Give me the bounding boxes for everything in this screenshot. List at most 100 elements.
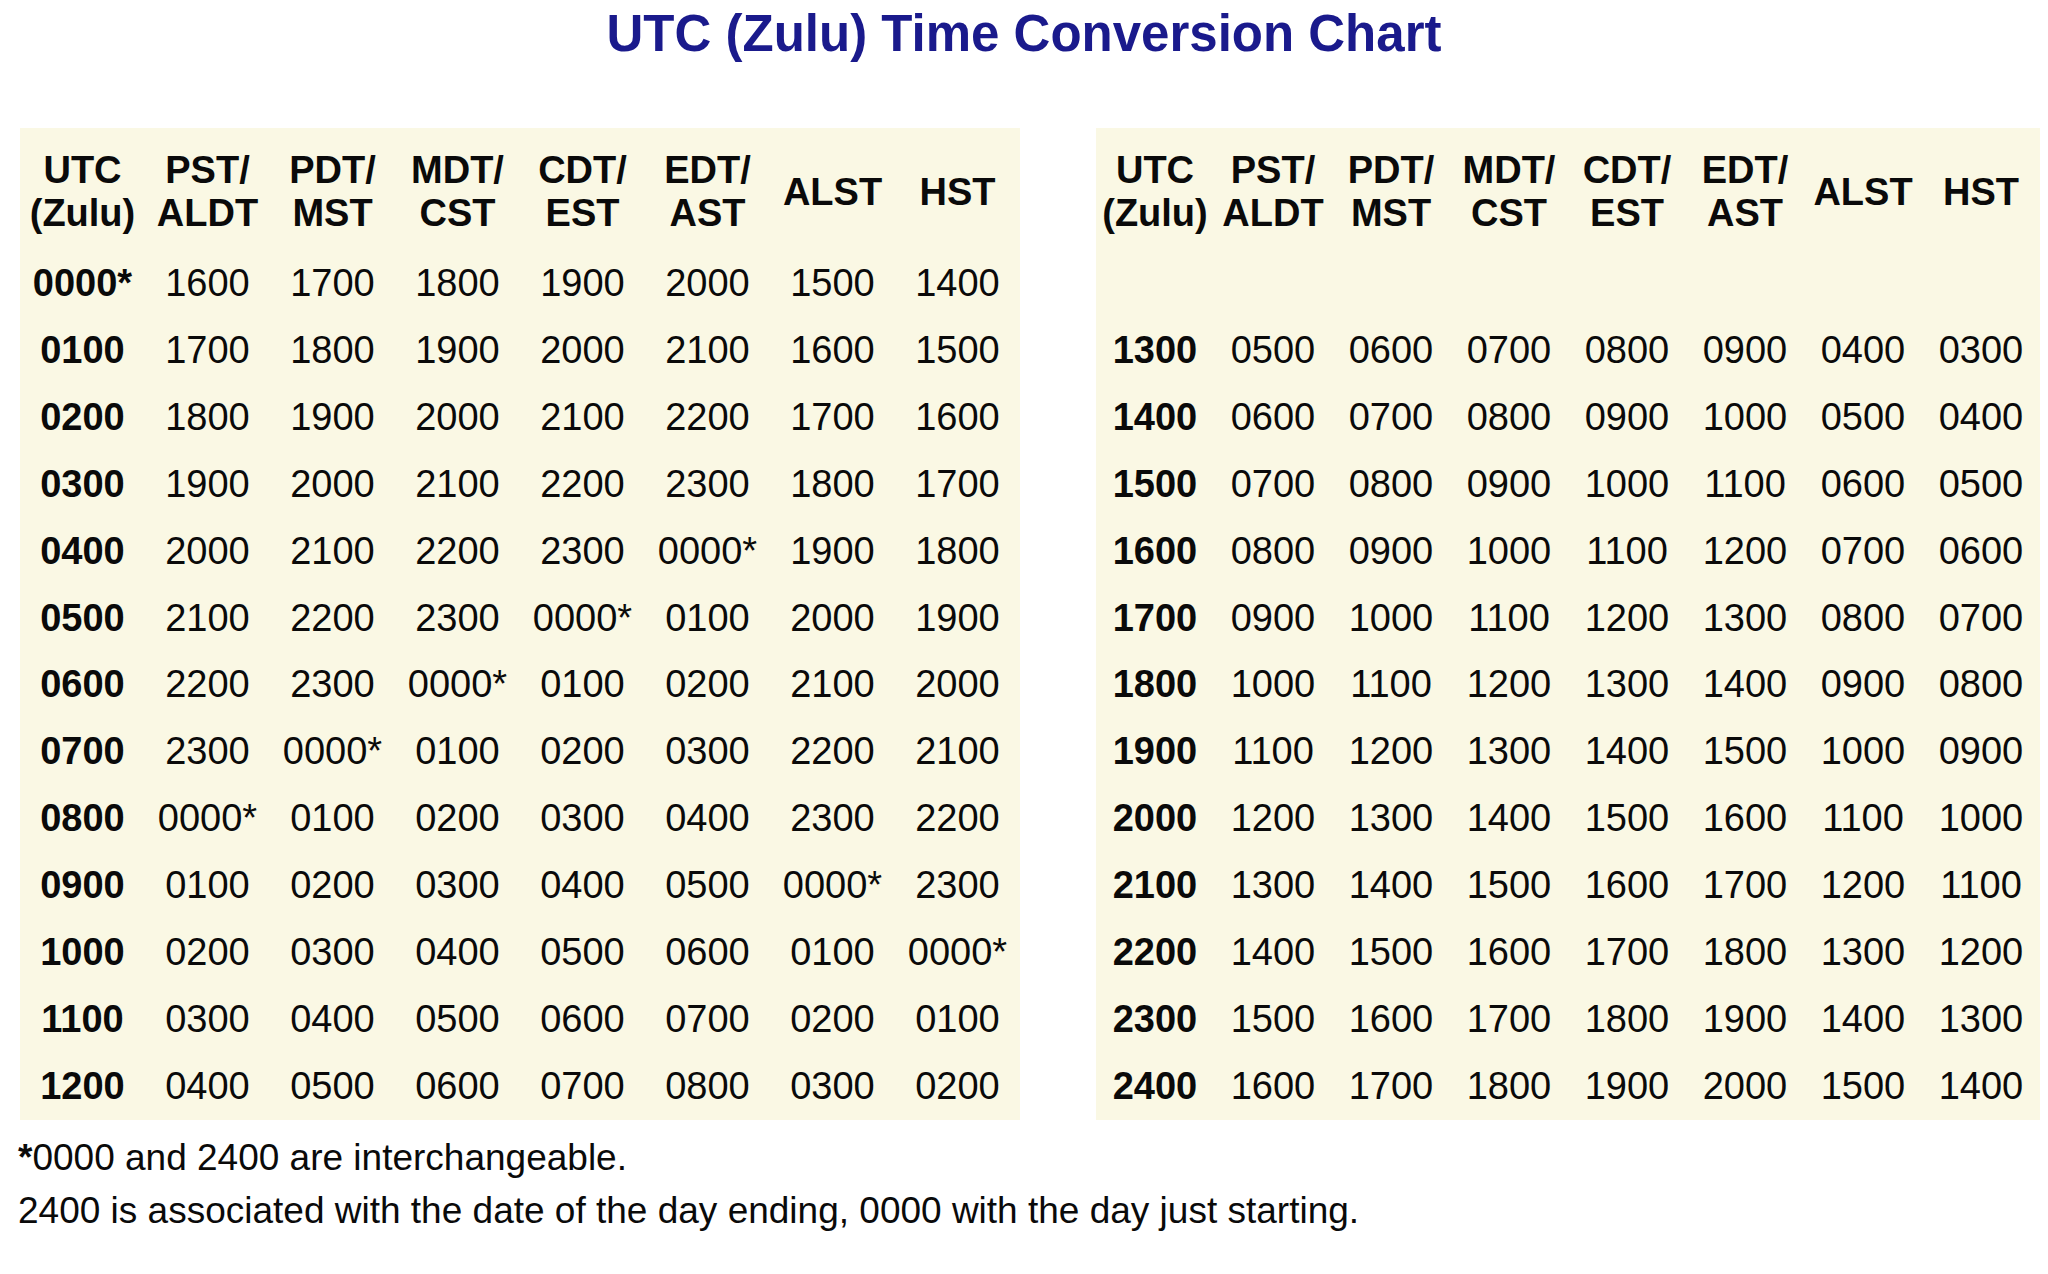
utc-time-cell: 1300 bbox=[1096, 317, 1214, 384]
column-header: UTC (Zulu) bbox=[20, 128, 145, 250]
utc-time-cell: 0200 bbox=[20, 384, 145, 451]
converted-time-cell: 1300 bbox=[1922, 986, 2040, 1053]
converted-time-cell: 0800 bbox=[645, 1053, 770, 1120]
converted-time-cell: 1500 bbox=[895, 317, 1020, 384]
converted-time-cell bbox=[1686, 250, 1804, 317]
utc-time-cell: 2000 bbox=[1096, 785, 1214, 852]
converted-time-cell: 1700 bbox=[145, 317, 270, 384]
converted-time-cell: 0900 bbox=[1686, 317, 1804, 384]
converted-time-cell: 1200 bbox=[1332, 718, 1450, 785]
column-header: MDT/ CST bbox=[1450, 128, 1568, 250]
conversion-panel-right: UTC (Zulu)PST/ ALDTPDT/ MSTMDT/ CSTCDT/ … bbox=[1096, 128, 2040, 1120]
utc-time-cell: 2100 bbox=[1096, 852, 1214, 919]
converted-time-cell: 0100 bbox=[395, 718, 520, 785]
converted-time-cell: 0000* bbox=[395, 652, 520, 719]
converted-time-cell: 2200 bbox=[520, 451, 645, 518]
converted-time-cell: 0500 bbox=[1922, 451, 2040, 518]
converted-time-cell: 1300 bbox=[1332, 785, 1450, 852]
converted-time-cell: 0800 bbox=[1568, 317, 1686, 384]
utc-time-cell: 1100 bbox=[20, 986, 145, 1053]
converted-time-cell: 2300 bbox=[770, 785, 895, 852]
converted-time-cell: 0700 bbox=[1450, 317, 1568, 384]
converted-time-cell: 1700 bbox=[270, 250, 395, 317]
table-row: 03001900200021002200230018001700 bbox=[20, 451, 1020, 518]
converted-time-cell: 1300 bbox=[1686, 585, 1804, 652]
converted-time-cell: 0500 bbox=[645, 852, 770, 919]
converted-time-cell: 1400 bbox=[895, 250, 1020, 317]
converted-time-cell: 2300 bbox=[895, 852, 1020, 919]
converted-time-cell: 1600 bbox=[1568, 852, 1686, 919]
table-row: 02001800190020002100220017001600 bbox=[20, 384, 1020, 451]
column-header: UTC (Zulu) bbox=[1096, 128, 1214, 250]
converted-time-cell: 0700 bbox=[520, 1053, 645, 1120]
converted-time-cell: 1000 bbox=[1568, 451, 1686, 518]
converted-time-cell: 0300 bbox=[395, 852, 520, 919]
converted-time-cell: 1000 bbox=[1332, 585, 1450, 652]
converted-time-cell: 0200 bbox=[145, 919, 270, 986]
converted-time-cell: 0600 bbox=[645, 919, 770, 986]
converted-time-cell: 0500 bbox=[1804, 384, 1922, 451]
converted-time-cell: 2000 bbox=[145, 518, 270, 585]
converted-time-cell: 0000* bbox=[270, 718, 395, 785]
converted-time-cell: 0800 bbox=[1214, 518, 1332, 585]
converted-time-cell: 1800 bbox=[395, 250, 520, 317]
converted-time-cell: 1600 bbox=[145, 250, 270, 317]
converted-time-cell: 1000 bbox=[1922, 785, 2040, 852]
footnotes: *0000 and 2400 are interchangeable. 2400… bbox=[18, 1132, 1359, 1237]
converted-time-cell: 2000 bbox=[395, 384, 520, 451]
converted-time-cell: 2100 bbox=[395, 451, 520, 518]
converted-time-cell: 0000* bbox=[520, 585, 645, 652]
converted-time-cell: 1800 bbox=[895, 518, 1020, 585]
table-row: 0600220023000000*0100020021002000 bbox=[20, 652, 1020, 719]
converted-time-cell: 0700 bbox=[1214, 451, 1332, 518]
converted-time-cell: 1900 bbox=[520, 250, 645, 317]
converted-time-cell: 2300 bbox=[520, 518, 645, 585]
utc-time-cell: 1000 bbox=[20, 919, 145, 986]
converted-time-cell: 0600 bbox=[520, 986, 645, 1053]
converted-time-cell: 0400 bbox=[270, 986, 395, 1053]
utc-time-cell: 2400 bbox=[1096, 1053, 1214, 1120]
column-header: HST bbox=[895, 128, 1020, 250]
converted-time-cell: 2200 bbox=[645, 384, 770, 451]
converted-time-cell: 0000* bbox=[145, 785, 270, 852]
converted-time-cell: 0900 bbox=[1568, 384, 1686, 451]
converted-time-cell: 0900 bbox=[1804, 652, 1922, 719]
converted-time-cell: 1300 bbox=[1804, 919, 1922, 986]
utc-time-cell: 2300 bbox=[1096, 986, 1214, 1053]
converted-time-cell: 1000 bbox=[1686, 384, 1804, 451]
converted-time-cell: 0600 bbox=[1332, 317, 1450, 384]
converted-time-cell bbox=[1214, 250, 1332, 317]
converted-time-cell: 1700 bbox=[1568, 919, 1686, 986]
utc-time-cell: 0500 bbox=[20, 585, 145, 652]
table-row: 19001100120013001400150010000900 bbox=[1096, 718, 2040, 785]
converted-time-cell: 1200 bbox=[1214, 785, 1332, 852]
converted-time-cell: 0000* bbox=[895, 919, 1020, 986]
table-row: 01001700180019002000210016001500 bbox=[20, 317, 1020, 384]
table-row: 0900010002000300040005000000*2300 bbox=[20, 852, 1020, 919]
converted-time-cell: 1500 bbox=[770, 250, 895, 317]
converted-time-cell: 1900 bbox=[270, 384, 395, 451]
converted-time-cell: 1100 bbox=[1332, 652, 1450, 719]
converted-time-cell: 0300 bbox=[520, 785, 645, 852]
converted-time-cell: 0100 bbox=[770, 919, 895, 986]
table-row: 15000700080009001000110006000500 bbox=[1096, 451, 2040, 518]
converted-time-cell: 1900 bbox=[770, 518, 895, 585]
table-row bbox=[1096, 250, 2040, 317]
converted-time-cell: 1100 bbox=[1450, 585, 1568, 652]
converted-time-cell: 1200 bbox=[1450, 652, 1568, 719]
converted-time-cell: 0500 bbox=[1214, 317, 1332, 384]
converted-time-cell: 1600 bbox=[1214, 1053, 1332, 1120]
converted-time-cell: 0100 bbox=[645, 585, 770, 652]
converted-time-cell: 2100 bbox=[770, 652, 895, 719]
converted-time-cell: 1100 bbox=[1922, 852, 2040, 919]
column-header: PDT/ MST bbox=[270, 128, 395, 250]
utc-table-0000-1200: UTC (Zulu)PST/ ALDTPDT/ MSTMDT/ CSTCDT/ … bbox=[20, 128, 1020, 1120]
converted-time-cell bbox=[1922, 250, 2040, 317]
converted-time-cell: 1600 bbox=[1686, 785, 1804, 852]
column-header: HST bbox=[1922, 128, 2040, 250]
converted-time-cell: 0200 bbox=[645, 652, 770, 719]
converted-time-cell: 1400 bbox=[1214, 919, 1332, 986]
converted-time-cell: 1200 bbox=[1922, 919, 2040, 986]
converted-time-cell: 0700 bbox=[1332, 384, 1450, 451]
converted-time-cell: 0400 bbox=[145, 1053, 270, 1120]
